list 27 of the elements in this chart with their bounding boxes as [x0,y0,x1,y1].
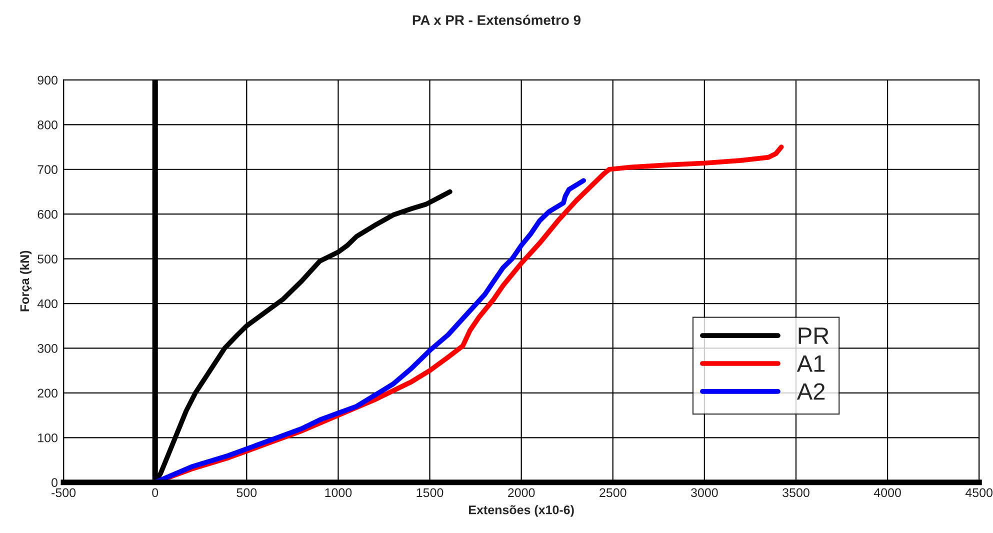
x-tick-label: 1000 [325,488,352,498]
y-tick-label: 100 [38,433,58,442]
y-tick-label: 500 [38,254,58,264]
x-tick-label: 4000 [874,488,901,498]
legend-label: A2 [796,383,825,400]
x-tick-label: 2500 [600,488,626,498]
chart-title: PA x PR - Extensómetro 9 [412,14,580,26]
x-tick-label: 3500 [782,488,810,498]
y-tick-label: 300 [38,344,58,353]
y-tick-label: 600 [38,210,58,219]
x-tick-label: 1500 [416,488,444,498]
y-tick-label: 800 [38,120,58,130]
y-tick-label: 900 [38,76,58,85]
y-tick-label: 700 [38,165,58,174]
y-tick-label: 200 [38,388,58,398]
y-tick-label: 0 [52,478,58,488]
x-tick-label: 2000 [508,488,535,498]
y-tick-label: 400 [37,299,58,308]
x-tick-label: 3000 [691,488,718,498]
legend-label: A1 [796,356,825,372]
x-tick-label: 0 [152,488,158,498]
x-tick-label: 500 [236,488,257,498]
y-axis-title: Força (kN) [20,250,32,312]
legend-label: PR [798,328,829,344]
x-axis-title: Extensões (x10-6) [469,505,574,517]
x-tick-label: -500 [52,488,76,498]
x-tick-label: 4500 [965,488,993,498]
